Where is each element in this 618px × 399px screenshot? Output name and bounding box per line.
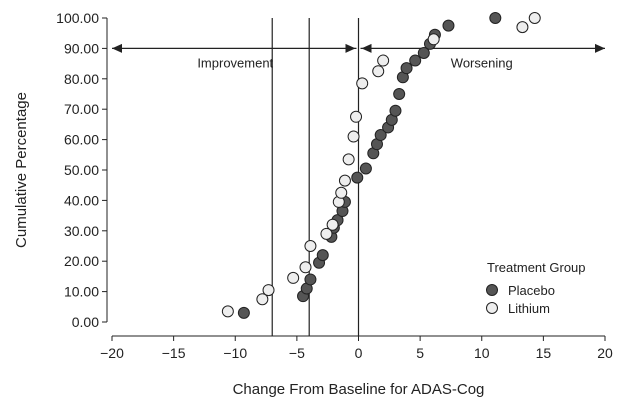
y-tick-label: 80.00: [64, 71, 99, 87]
lithium-point: [320, 227, 333, 240]
annotation-arrow-head: [112, 43, 122, 53]
y-tick-label: 70.00: [64, 101, 99, 117]
legend-marker-placebo: [486, 284, 498, 296]
y-tick-label: 100.00: [56, 10, 99, 26]
legend-label: Lithium: [508, 301, 550, 316]
lithium-point: [287, 271, 300, 284]
placebo-point: [417, 46, 430, 59]
lithium-point: [299, 261, 312, 274]
legend-title: Treatment Group: [487, 260, 586, 275]
placebo-point: [351, 171, 364, 184]
lithium-point: [372, 65, 385, 78]
placebo-point: [237, 306, 250, 319]
x-tick-label: 20: [597, 345, 613, 361]
placebo-point: [489, 12, 502, 24]
lithium-point: [326, 218, 339, 231]
lithium-point: [338, 174, 351, 187]
annotation-arrow-head: [595, 43, 605, 53]
placebo-point: [389, 104, 402, 117]
placebo-point: [316, 249, 329, 262]
y-tick-label: 60.00: [64, 132, 99, 148]
legend-label: Placebo: [508, 283, 555, 298]
x-tick-label: −5: [289, 345, 305, 361]
x-tick-label: −20: [100, 345, 124, 361]
lithium-point: [347, 130, 360, 143]
lithium-point: [304, 240, 317, 252]
y-axis-title: Cumulative Percentage: [13, 92, 30, 248]
annotation-label: Improvement: [197, 55, 273, 70]
x-tick-label: −10: [223, 345, 247, 361]
placebo-point: [393, 88, 406, 100]
lithium-point: [377, 54, 390, 67]
annotation-label: Worsening: [451, 55, 513, 70]
placebo-point: [409, 54, 422, 67]
x-tick-label: −15: [162, 345, 186, 361]
plot-area: −20 −15 −10 −5 0 5 10 15 20 0.00 10.00 20.00 30.00 40…: [13, 10, 613, 398]
legend-marker-lithium: [486, 302, 498, 314]
lithium-point: [350, 110, 363, 123]
x-tick-label: 5: [416, 345, 424, 361]
y-tick-label: 90.00: [64, 40, 99, 56]
placebo-point: [442, 19, 455, 32]
y-tick-label: 0.00: [72, 314, 99, 330]
placebo-point: [374, 129, 387, 142]
y-tick-label: 40.00: [64, 192, 99, 208]
y-tick-label: 30.00: [64, 223, 99, 239]
y-tick-label: 20.00: [64, 253, 99, 269]
lithium-point: [256, 293, 269, 306]
x-tick-label: 15: [536, 345, 552, 361]
placebo-point: [304, 273, 317, 286]
lithium-point: [427, 33, 440, 46]
annotation-arrow-head: [361, 43, 372, 53]
lithium-point: [516, 21, 529, 34]
annotation-arrow-head: [345, 43, 356, 53]
lithium-point: [342, 153, 355, 166]
lithium-point: [335, 186, 348, 199]
x-tick-label: 10: [474, 345, 490, 361]
x-axis-title: Change From Baseline for ADAS-Cog: [233, 381, 485, 398]
placebo-point: [400, 62, 413, 75]
placebo-point: [359, 162, 372, 175]
lithium-point: [528, 12, 541, 24]
lithium-point: [262, 284, 275, 297]
lithium-point: [356, 77, 369, 90]
x-tick-label: 0: [355, 345, 363, 361]
lithium-point: [221, 305, 234, 318]
y-tick-label: 50.00: [64, 162, 99, 178]
y-tick-label: 10.00: [64, 284, 99, 300]
